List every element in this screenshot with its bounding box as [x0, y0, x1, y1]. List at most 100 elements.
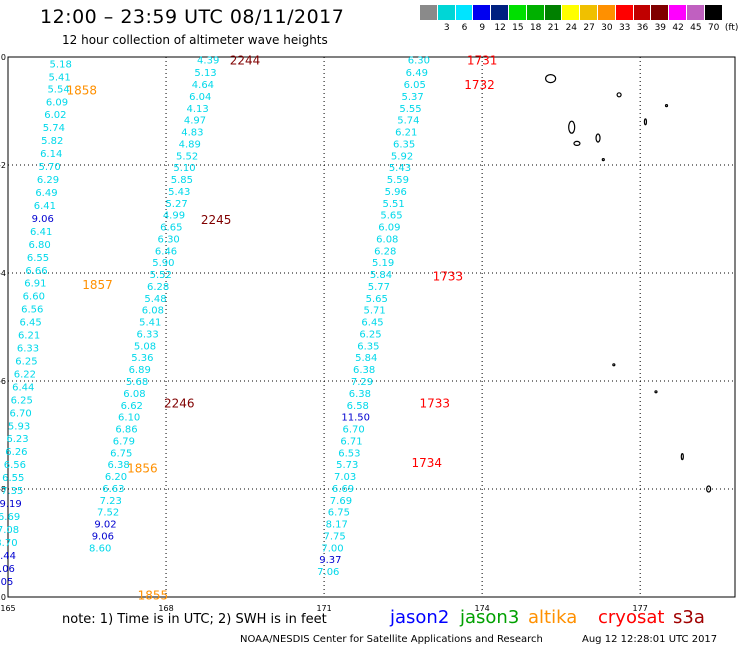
wave-height-label: 9.06 — [92, 531, 114, 542]
island-outline — [545, 73, 557, 84]
wave-height-label: 5.51 — [382, 199, 404, 210]
color-swatch — [615, 5, 634, 20]
wave-height-label: 6.35 — [357, 341, 379, 352]
wave-height-label: 6.05 — [404, 80, 426, 91]
wave-height-label: 6.02 — [44, 110, 66, 121]
color-scale-unit: (ft) — [724, 23, 739, 33]
wave-height-label: 7.06 — [317, 567, 339, 578]
wave-height-label: 9.44 — [0, 551, 16, 562]
longitude-tick-label: 171 — [316, 604, 331, 613]
wave-height-label: 7.03 — [334, 472, 356, 483]
wave-height-label: 6.63 — [102, 484, 124, 495]
wave-height-label: 6.46 — [155, 246, 177, 257]
wave-height-label: 6.55 — [27, 253, 49, 264]
wave-height-label: 6.38 — [353, 365, 375, 376]
wave-height-label: 5.90 — [152, 258, 174, 269]
wave-height-label: 4.89 — [179, 139, 201, 150]
wave-height-label: 7.69 — [330, 496, 352, 507]
color-scale-tick-label: 33 — [618, 23, 631, 33]
wave-height-label: 6.69 — [332, 484, 354, 495]
wave-height-label: 5.37 — [401, 92, 423, 103]
color-swatch — [491, 5, 509, 20]
island-outline — [664, 103, 669, 108]
color-scale-tick-label: 36 — [636, 23, 649, 33]
wave-height-label: 6.20 — [105, 472, 127, 483]
wave-height-label: 6.49 — [35, 188, 57, 199]
pass-time-label: 1857 — [82, 278, 113, 292]
color-scale-legend: 3 6 9 12 15 18 21 24 27 30 33 36 39 42 45 70 (ft) — [420, 5, 738, 33]
wave-height-label: 5.43 — [168, 187, 190, 198]
wave-height-label: 5.18 — [50, 59, 72, 70]
wave-height-label: 5.93 — [8, 421, 30, 432]
color-scale-tick-label: 70 — [707, 23, 720, 33]
wave-height-label: 6.38 — [349, 389, 371, 400]
wave-height-label: 8.60 — [89, 543, 111, 554]
wave-height-label: 6.28 — [147, 282, 169, 293]
island-outline — [654, 390, 658, 394]
chart-subtitle: 12 hour collection of altimeter wave hei… — [62, 33, 328, 47]
wave-height-label: 6.14 — [40, 149, 62, 160]
wave-height-label: 6.53 — [338, 448, 360, 459]
color-swatch — [686, 5, 705, 20]
color-swatch — [473, 5, 492, 20]
wave-height-label: 5.59 — [387, 175, 409, 186]
wave-height-label: 6.25 — [15, 356, 37, 367]
wave-height-label: 6.58 — [347, 401, 369, 412]
longitude-tick-label: 168 — [158, 604, 173, 613]
wave-height-label: 5.68 — [126, 377, 148, 388]
wave-height-label: 6.71 — [340, 436, 362, 447]
color-scale-labels: 3 6 9 12 15 18 21 24 27 30 33 36 39 42 45 70 (ft) — [420, 23, 740, 35]
wave-height-label: 5.70 — [38, 162, 60, 173]
wave-height-label: 6.70 — [342, 425, 364, 436]
color-swatch — [420, 5, 438, 20]
latitude-tick-label: -6 — [0, 377, 6, 386]
island-outline — [680, 453, 684, 461]
color-scale-tick-label: 6 — [461, 23, 468, 33]
wave-height-label: 6.33 — [136, 329, 158, 340]
pass-time-label: 1731 — [467, 54, 498, 68]
wave-height-label: 11.50 — [341, 413, 370, 424]
wave-height-label: 8.70 — [0, 538, 18, 549]
pass-time-label: 2244 — [230, 54, 261, 68]
map-frame — [7, 56, 736, 598]
wave-height-label: 6.08 — [123, 389, 145, 400]
credit-line: NOAA/NESDIS Center for Satellite Applica… — [240, 634, 543, 645]
color-swatch — [704, 5, 723, 20]
wave-height-label: 6.75 — [328, 508, 350, 519]
wave-height-label: 6.09 — [46, 97, 68, 108]
color-swatch — [597, 5, 616, 20]
wave-height-label: 4.83 — [181, 128, 203, 139]
wave-height-label: 4.99 — [163, 211, 185, 222]
wave-height-label: 7.29 — [351, 377, 373, 388]
wave-height-label: 6.55 — [2, 473, 24, 484]
wave-height-label: 6.10 — [118, 413, 140, 424]
wave-height-label: 4.97 — [184, 116, 206, 127]
wave-height-label: 6.45 — [361, 318, 383, 329]
footer-note: note: 1) Time is in UTC; 2) SWH is in fe… — [62, 612, 327, 627]
wave-height-label: 5.55 — [399, 104, 421, 115]
wave-height-label: 5.19 — [372, 258, 394, 269]
color-scale-tick-label: 24 — [565, 23, 578, 33]
pass-time-label: 1733 — [433, 270, 464, 284]
color-swatch — [651, 5, 670, 20]
wave-height-label: 6.62 — [121, 401, 143, 412]
pass-time-label: 1734 — [412, 456, 443, 470]
color-swatch — [580, 5, 598, 20]
island-outline — [706, 485, 712, 493]
wave-height-label: 4.39 — [197, 56, 219, 67]
wave-height-label: 9.19 — [0, 499, 22, 510]
latitude-tick-label: -4 — [0, 269, 6, 278]
color-swatch — [508, 5, 527, 20]
wave-height-label: 6.44 — [12, 382, 34, 393]
latitude-tick-label: 0 — [1, 53, 6, 62]
wave-height-label: 6.66 — [25, 266, 47, 277]
wave-height-label: 5.65 — [366, 294, 388, 305]
wave-height-label: 5.41 — [139, 318, 161, 329]
wave-height-label: 5.77 — [368, 282, 390, 293]
wave-height-label: 7.08 — [0, 525, 19, 536]
wave-height-label: 5.71 — [364, 306, 386, 317]
legend-cryosat: cryosat — [598, 607, 665, 628]
latitude-tick-label: -2 — [0, 161, 6, 170]
color-swatch — [544, 5, 563, 20]
wave-height-label: 7.23 — [100, 496, 122, 507]
